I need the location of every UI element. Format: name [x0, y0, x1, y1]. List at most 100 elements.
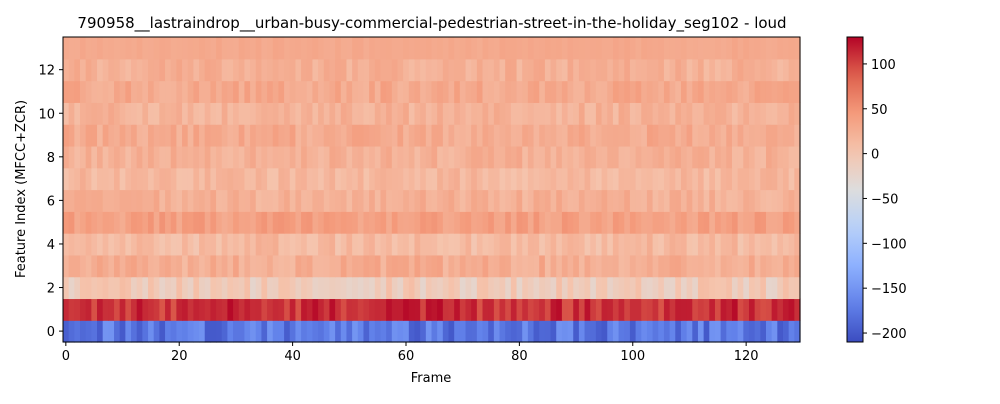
heatmap-cell [448, 102, 455, 125]
heatmap-cell [261, 233, 268, 256]
heatmap-cell [261, 298, 268, 321]
heatmap-cell [210, 211, 217, 234]
heatmap-cell [692, 80, 699, 103]
heatmap-cell [726, 276, 733, 300]
heatmap-cell [306, 80, 314, 103]
heatmap-cell [624, 276, 631, 300]
heatmap-cell [522, 58, 529, 82]
heatmap-cell [493, 80, 501, 103]
heatmap-cell [187, 254, 194, 278]
heatmap-cell [312, 320, 319, 343]
heatmap-cell [278, 254, 285, 278]
heatmap-cell [607, 145, 614, 169]
heatmap-cell [550, 167, 557, 191]
heatmap-cell [573, 80, 580, 103]
heatmap-cell [692, 211, 699, 234]
heatmap-cell [176, 276, 183, 300]
heatmap-cell [363, 37, 370, 60]
heatmap-cell [301, 58, 308, 82]
heatmap-cell [624, 80, 631, 103]
heatmap-cell [488, 80, 495, 103]
heatmap-cell [777, 58, 784, 82]
heatmap-cell [335, 124, 342, 147]
heatmap-cell [267, 189, 274, 212]
heatmap-cell [675, 167, 682, 191]
heatmap-cell [312, 80, 319, 103]
heatmap-cell [442, 320, 450, 343]
heatmap-cell [550, 102, 557, 125]
heatmap-cell [227, 37, 234, 60]
heatmap-cell [573, 102, 580, 125]
heatmap-cell [301, 189, 308, 212]
heatmap-cell [590, 211, 597, 234]
heatmap-cell [238, 276, 246, 300]
heatmap-cell [278, 58, 285, 82]
heatmap-cell [204, 37, 211, 60]
heatmap-cell [182, 58, 189, 82]
heatmap-cell [91, 167, 98, 191]
heatmap-cell [346, 102, 353, 125]
heatmap-cell [63, 189, 70, 212]
heatmap-cell [663, 320, 671, 343]
heatmap-cell [437, 167, 444, 191]
heatmap-cell [125, 102, 132, 125]
heatmap-cell [550, 145, 557, 169]
heatmap-cell [227, 80, 234, 103]
heatmap-cell [612, 167, 620, 191]
heatmap-cell [114, 80, 121, 103]
heatmap-cell [85, 254, 92, 278]
heatmap-cell [80, 189, 87, 212]
heatmap-cell [510, 102, 518, 125]
heatmap-cell [74, 58, 81, 82]
heatmap-cell [425, 298, 433, 321]
heatmap-cell [493, 58, 501, 82]
heatmap-cell [493, 37, 501, 60]
heatmap-cell [148, 80, 155, 103]
heatmap-cell [561, 211, 569, 234]
heatmap-cell [301, 145, 308, 169]
heatmap-cell [221, 254, 229, 278]
heatmap-cell [465, 124, 472, 147]
heatmap-cell [505, 145, 512, 169]
heatmap-cell [227, 298, 234, 321]
heatmap-cell [352, 320, 359, 343]
heatmap-cell [414, 145, 421, 169]
heatmap-cell [765, 102, 773, 125]
heatmap-cell [454, 145, 461, 169]
heatmap-cell [125, 211, 132, 234]
heatmap-cell [675, 37, 682, 60]
heatmap-cell [760, 211, 767, 234]
heatmap-cell [255, 233, 263, 256]
heatmap-cell [743, 211, 750, 234]
heatmap-cell [289, 276, 297, 300]
heatmap-cell [601, 167, 608, 191]
heatmap-cell [652, 189, 659, 212]
heatmap-cell [176, 320, 183, 343]
heatmap-cell [607, 80, 614, 103]
heatmap-cell [289, 80, 297, 103]
heatmap-cell [272, 167, 280, 191]
heatmap-cell [131, 189, 138, 212]
heatmap-cell [731, 211, 739, 234]
heatmap-cell [505, 254, 512, 278]
heatmap-cell [788, 124, 795, 147]
heatmap-cell [652, 254, 659, 278]
heatmap-cell [182, 37, 189, 60]
heatmap-cell [612, 124, 620, 147]
heatmap-cell [573, 145, 580, 169]
heatmap-cell [250, 298, 257, 321]
heatmap-cell [335, 254, 342, 278]
heatmap-cell [233, 124, 240, 147]
heatmap-cell [397, 145, 404, 169]
heatmap-cell [743, 124, 750, 147]
heatmap-cell [777, 145, 784, 169]
heatmap-cell [74, 298, 81, 321]
heatmap-cell [244, 58, 251, 82]
heatmap-cell [641, 298, 648, 321]
heatmap-cell [624, 233, 631, 256]
heatmap-cell [720, 80, 727, 103]
heatmap-cell [136, 145, 143, 169]
heatmap-cell [119, 167, 126, 191]
heatmap-cell [85, 189, 92, 212]
heatmap-cell [289, 145, 297, 169]
